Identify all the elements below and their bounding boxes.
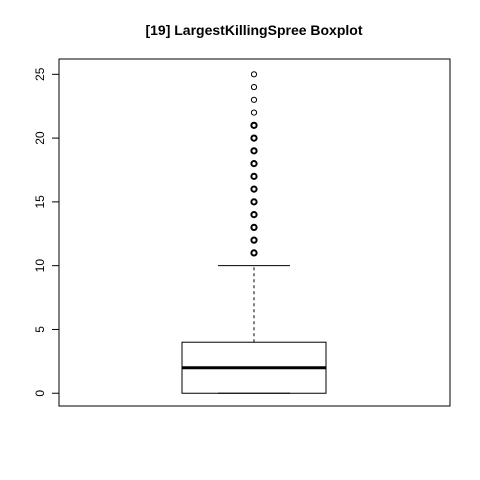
outlier-point [250, 198, 258, 206]
outlier-point [250, 134, 258, 142]
y-tick-label-10: 10 [33, 259, 47, 273]
outlier-point [250, 223, 258, 231]
outlier-point [250, 71, 258, 78]
y-tick-label-25: 25 [33, 67, 47, 81]
outlier-point [250, 211, 258, 219]
outlier-point [250, 236, 258, 244]
y-tick-label-5: 5 [33, 326, 47, 333]
chart-title: [19] LargestKillingSpree Boxplot [145, 22, 362, 38]
outlier-point [250, 121, 258, 129]
outlier-point [250, 96, 258, 103]
outlier-point [250, 185, 258, 193]
outlier-point [250, 109, 258, 116]
outlier-group [250, 71, 258, 257]
box-group [181, 265, 327, 394]
outlier-point [250, 249, 258, 257]
outlier-point [250, 160, 258, 168]
y-tick-label-15: 15 [33, 195, 47, 209]
outlier-point [250, 172, 258, 180]
y-tick-label-0: 0 [33, 390, 47, 397]
y-axis: 0 5 10 15 20 25 [33, 67, 60, 397]
outlier-point [250, 83, 258, 91]
y-tick-label-20: 20 [33, 131, 47, 145]
outlier-point [250, 147, 258, 155]
plot-frame [58, 58, 451, 407]
